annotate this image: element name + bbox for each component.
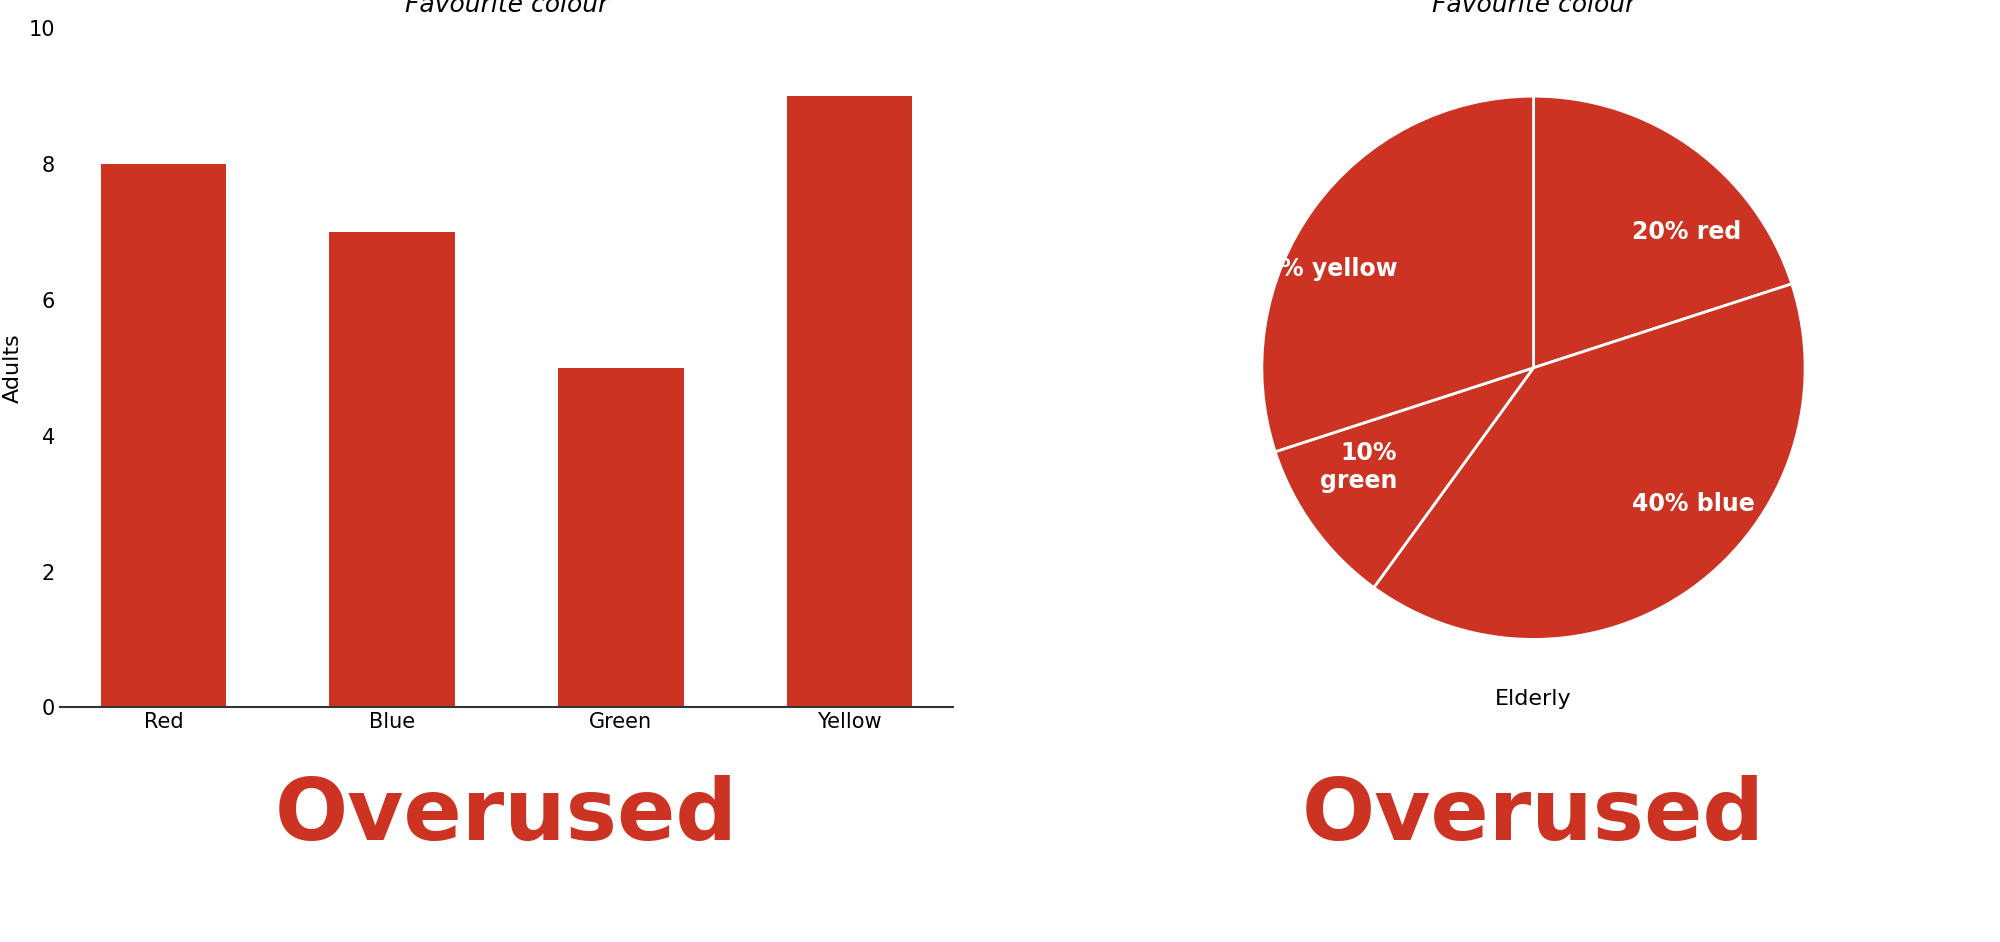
Wedge shape <box>1276 367 1534 588</box>
Bar <box>558 367 684 707</box>
Bar <box>786 96 912 707</box>
Wedge shape <box>1534 96 1792 367</box>
Text: 20% red: 20% red <box>1632 219 1742 244</box>
Text: Overused: Overused <box>276 775 738 858</box>
Bar <box>100 164 226 707</box>
Text: Elderly: Elderly <box>1496 690 1572 709</box>
Text: 40% blue: 40% blue <box>1632 492 1756 516</box>
Wedge shape <box>1262 96 1534 452</box>
Text: Overused: Overused <box>1302 775 1764 858</box>
Wedge shape <box>1374 284 1806 640</box>
Y-axis label: Adults: Adults <box>4 333 24 402</box>
Bar <box>330 232 456 707</box>
Title: Favourite colour: Favourite colour <box>1432 0 1636 17</box>
Text: 10%
green: 10% green <box>1320 441 1398 493</box>
Text: 30% yellow: 30% yellow <box>1246 257 1398 281</box>
Title: Favourite colour: Favourite colour <box>404 0 608 17</box>
